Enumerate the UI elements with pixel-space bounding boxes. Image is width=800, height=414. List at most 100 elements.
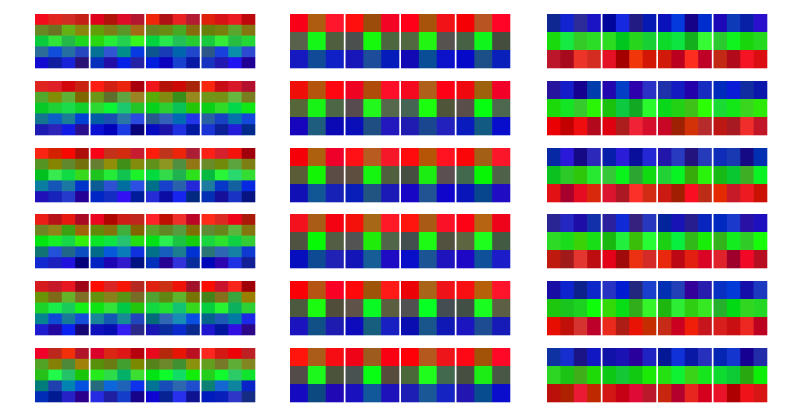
tile-cell bbox=[75, 102, 89, 114]
tile-cell bbox=[401, 117, 420, 136]
tile-cell bbox=[325, 166, 344, 185]
tile-cell bbox=[602, 317, 617, 336]
tile-cell bbox=[48, 158, 63, 170]
tile-cell bbox=[671, 117, 686, 136]
tile-cell bbox=[363, 366, 382, 385]
tile-cell bbox=[146, 57, 160, 69]
tile-cell bbox=[436, 317, 455, 336]
tile-cell bbox=[436, 384, 455, 403]
tile-cell bbox=[726, 117, 741, 136]
tile-cell bbox=[103, 158, 118, 170]
tile-cell bbox=[629, 232, 643, 251]
tile-cell bbox=[186, 302, 200, 314]
tile-cell bbox=[658, 14, 672, 33]
tile-cell bbox=[201, 246, 216, 258]
tile-cell bbox=[130, 81, 145, 93]
tile-cell bbox=[75, 246, 89, 258]
tile-cell bbox=[117, 180, 131, 192]
tile-cell bbox=[117, 291, 131, 303]
tile-cell bbox=[75, 214, 89, 226]
tile-cell bbox=[130, 348, 145, 360]
tile-cell bbox=[61, 302, 76, 314]
tile-cell bbox=[214, 302, 229, 314]
tile-cell bbox=[130, 291, 145, 303]
tile-cell bbox=[307, 148, 326, 167]
tile-cell bbox=[307, 14, 326, 33]
tile-cell bbox=[573, 366, 588, 385]
tile-cell bbox=[214, 81, 229, 93]
tile-cell bbox=[186, 313, 200, 325]
tile-cell bbox=[573, 81, 588, 100]
tile-cell bbox=[241, 235, 256, 247]
tile-cell bbox=[418, 299, 437, 318]
tile-cell bbox=[172, 191, 187, 203]
tile-cell bbox=[75, 224, 89, 236]
tile-cell bbox=[456, 250, 475, 269]
tile-cell bbox=[61, 324, 76, 336]
tile-cell bbox=[418, 50, 437, 69]
tile-cell bbox=[90, 291, 105, 303]
tile-cell bbox=[698, 317, 712, 336]
tile-cell bbox=[172, 180, 187, 192]
tile-cell bbox=[307, 299, 326, 318]
tile-cell bbox=[130, 302, 145, 314]
tile-cell bbox=[146, 113, 160, 125]
tile-cell bbox=[615, 117, 630, 136]
tile-cell bbox=[345, 348, 364, 367]
tile-cell bbox=[401, 50, 420, 69]
tile-cell bbox=[186, 158, 200, 170]
tile-cell bbox=[492, 348, 511, 367]
tile-cell bbox=[587, 32, 601, 51]
tile-cell bbox=[325, 99, 344, 118]
tile-cell bbox=[671, 366, 686, 385]
tile-cell bbox=[201, 235, 216, 247]
tile-cell bbox=[602, 99, 617, 118]
tile-cell bbox=[35, 81, 49, 93]
tile-cell bbox=[456, 50, 475, 69]
tile-cell bbox=[103, 235, 118, 247]
tile-cell bbox=[713, 99, 728, 118]
tile-cell bbox=[186, 113, 200, 125]
tile-cell bbox=[492, 184, 511, 203]
tile-cell bbox=[201, 158, 216, 170]
tile-cell bbox=[684, 232, 699, 251]
tile-cell bbox=[228, 348, 242, 360]
tile-cell bbox=[186, 358, 200, 370]
tile-cell bbox=[629, 366, 643, 385]
tile-cell bbox=[214, 246, 229, 258]
tile-cell bbox=[241, 158, 256, 170]
tile-cell bbox=[186, 102, 200, 114]
tile-cell bbox=[201, 257, 216, 269]
tile-cell bbox=[684, 384, 699, 403]
tile-cell bbox=[753, 250, 768, 269]
tile-cell bbox=[307, 384, 326, 403]
tile-cell bbox=[214, 369, 229, 381]
tile-cell bbox=[117, 102, 131, 114]
tile-cell bbox=[103, 257, 118, 269]
tile-cell bbox=[456, 348, 475, 367]
tile-cell bbox=[61, 148, 76, 160]
tile-cell bbox=[573, 99, 588, 118]
tile-cell bbox=[456, 366, 475, 385]
tile-cell bbox=[573, 32, 588, 51]
tile-cell bbox=[75, 348, 89, 360]
tile-cell bbox=[290, 117, 309, 136]
tile-cell bbox=[146, 124, 160, 136]
tile-cell bbox=[35, 14, 49, 26]
tile-cell bbox=[228, 235, 242, 247]
tile-cell bbox=[35, 35, 49, 47]
tile-cell bbox=[214, 24, 229, 36]
tile-cell bbox=[381, 232, 400, 251]
tile-cell bbox=[492, 281, 511, 300]
tile-cell bbox=[201, 169, 216, 181]
tile-cell bbox=[560, 317, 575, 336]
tile-cell bbox=[228, 46, 242, 58]
tile-cell bbox=[103, 246, 118, 258]
tile-cell bbox=[130, 180, 145, 192]
tile-cell bbox=[48, 281, 63, 293]
tile-cell bbox=[159, 224, 174, 236]
tile-cell bbox=[418, 117, 437, 136]
tile-cell bbox=[684, 366, 699, 385]
tile-cell bbox=[75, 391, 89, 403]
tile-cell bbox=[363, 99, 382, 118]
